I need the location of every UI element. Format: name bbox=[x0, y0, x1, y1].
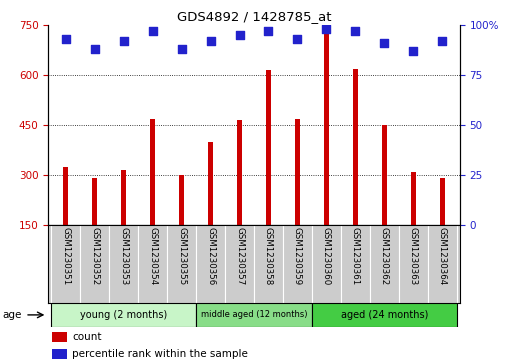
Bar bbox=[225, 225, 254, 303]
Bar bbox=[63, 167, 68, 225]
Bar bbox=[92, 179, 97, 225]
Point bbox=[438, 38, 447, 44]
Bar bbox=[150, 119, 155, 225]
Text: GSM1230358: GSM1230358 bbox=[264, 227, 273, 286]
Point bbox=[177, 46, 185, 52]
Bar bbox=[266, 70, 271, 225]
Point bbox=[206, 38, 214, 44]
Bar bbox=[353, 69, 358, 225]
Text: percentile rank within the sample: percentile rank within the sample bbox=[72, 349, 248, 359]
Bar bbox=[428, 225, 457, 303]
Bar bbox=[51, 303, 196, 327]
Text: GSM1230361: GSM1230361 bbox=[351, 227, 360, 286]
Text: GSM1230359: GSM1230359 bbox=[293, 227, 302, 286]
Point bbox=[148, 28, 156, 34]
Point bbox=[380, 41, 389, 46]
Text: GSM1230364: GSM1230364 bbox=[438, 227, 447, 286]
Bar bbox=[179, 175, 184, 225]
Point bbox=[61, 37, 70, 42]
Text: GSM1230351: GSM1230351 bbox=[61, 227, 70, 286]
Point bbox=[409, 49, 418, 54]
Bar bbox=[208, 142, 213, 225]
Text: middle aged (12 months): middle aged (12 months) bbox=[201, 310, 307, 319]
Bar bbox=[324, 29, 329, 225]
Bar bbox=[295, 119, 300, 225]
Bar bbox=[254, 225, 283, 303]
Point bbox=[352, 28, 360, 34]
Bar bbox=[52, 332, 67, 342]
Text: GSM1230360: GSM1230360 bbox=[322, 227, 331, 286]
Point bbox=[265, 28, 273, 34]
Bar bbox=[440, 179, 445, 225]
Bar bbox=[283, 225, 312, 303]
Point bbox=[323, 26, 331, 32]
Bar bbox=[80, 225, 109, 303]
Bar bbox=[341, 225, 370, 303]
Point bbox=[294, 37, 302, 42]
Text: GSM1230354: GSM1230354 bbox=[148, 227, 157, 286]
Bar bbox=[411, 172, 416, 225]
Bar bbox=[167, 225, 196, 303]
Bar bbox=[196, 303, 312, 327]
Point bbox=[90, 46, 99, 52]
Text: GSM1230355: GSM1230355 bbox=[177, 227, 186, 286]
Text: count: count bbox=[72, 332, 102, 342]
Bar bbox=[109, 225, 138, 303]
Text: aged (24 months): aged (24 months) bbox=[341, 310, 428, 320]
Bar bbox=[138, 225, 167, 303]
Bar bbox=[312, 303, 457, 327]
Bar bbox=[237, 120, 242, 225]
Text: GSM1230353: GSM1230353 bbox=[119, 227, 128, 286]
Text: age: age bbox=[3, 310, 22, 320]
Bar bbox=[52, 349, 67, 359]
Bar bbox=[382, 125, 387, 225]
Text: GSM1230357: GSM1230357 bbox=[235, 227, 244, 286]
Text: GSM1230356: GSM1230356 bbox=[206, 227, 215, 286]
Bar bbox=[312, 225, 341, 303]
Bar bbox=[51, 225, 80, 303]
Bar bbox=[399, 225, 428, 303]
Text: young (2 months): young (2 months) bbox=[80, 310, 167, 320]
Text: GSM1230362: GSM1230362 bbox=[380, 227, 389, 286]
Text: GSM1230363: GSM1230363 bbox=[409, 227, 418, 286]
Text: GSM1230352: GSM1230352 bbox=[90, 227, 99, 286]
Title: GDS4892 / 1428785_at: GDS4892 / 1428785_at bbox=[177, 10, 331, 23]
Bar bbox=[121, 170, 126, 225]
Point bbox=[119, 38, 128, 44]
Bar bbox=[370, 225, 399, 303]
Bar bbox=[196, 225, 225, 303]
Point bbox=[235, 33, 243, 38]
